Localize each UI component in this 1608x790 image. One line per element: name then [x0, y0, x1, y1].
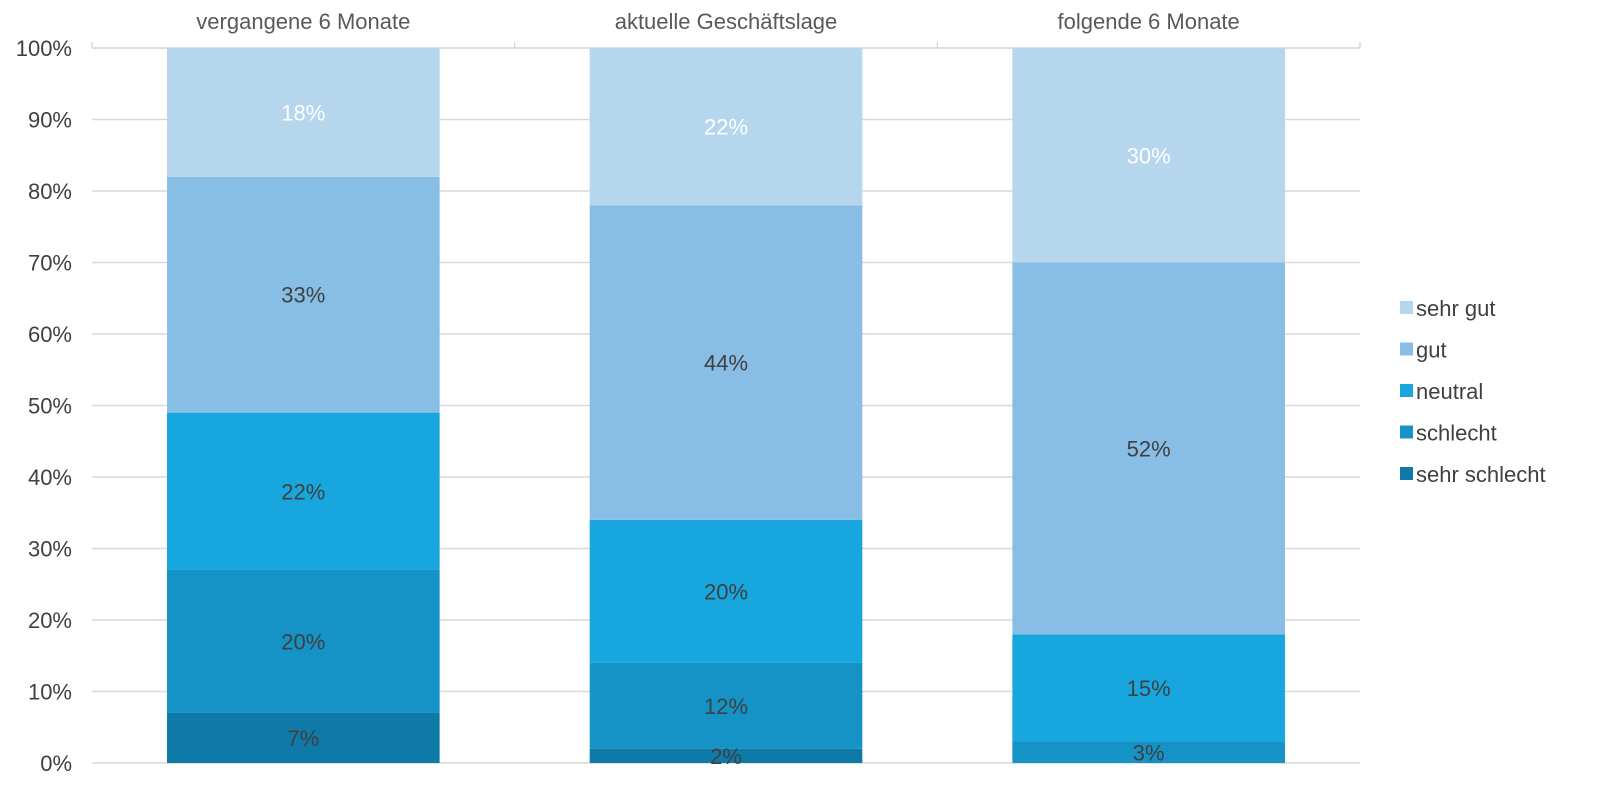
x-axis: vergangene 6 Monate aktuelle Geschäftslag… — [91, 9, 1361, 49]
bar-segment — [167, 176, 440, 413]
x-category-label: folgende 6 Monate — [1058, 9, 1240, 34]
bar-segment — [589, 48, 863, 206]
legend-label: sehr gut — [1416, 296, 1496, 321]
legend-swatch — [1400, 425, 1413, 439]
bar-segment — [1012, 741, 1285, 763]
legend-swatch — [1400, 301, 1413, 314]
y-tick-label: 90% — [28, 108, 72, 133]
bar-segment — [167, 48, 440, 177]
legend-swatch — [1400, 467, 1413, 480]
bar-segment — [589, 748, 863, 763]
data-label: 2% — [710, 744, 742, 769]
legend-label: sehr schlecht — [1416, 462, 1546, 487]
data-label: 20% — [704, 579, 748, 604]
data-label: 44% — [704, 351, 748, 376]
data-label: 15% — [1127, 676, 1171, 701]
y-tick-label: 80% — [28, 179, 72, 204]
data-label: 30% — [1127, 143, 1171, 168]
bar-segment — [589, 519, 863, 663]
data-label: 33% — [281, 283, 325, 308]
y-tick-label: 70% — [28, 251, 72, 276]
data-label: 52% — [1127, 436, 1171, 461]
x-category-label: vergangene 6 Monate — [196, 9, 410, 34]
legend-swatch — [1400, 342, 1413, 356]
y-tick-label: 100% — [16, 36, 72, 61]
data-label: 22% — [704, 115, 748, 140]
bar-segment — [1012, 48, 1285, 263]
bar-segment — [589, 205, 863, 520]
bar-segment — [167, 712, 440, 763]
data-label: 20% — [281, 629, 325, 654]
data-labels: 7% 20% 22% 33% 18% 2% 12% 20% 44% 22% 3% 15% 52% 30% — [281, 100, 1171, 769]
y-tick-label: 10% — [28, 680, 72, 705]
data-label: 7% — [287, 726, 319, 751]
bar-segment — [167, 412, 440, 570]
y-tick-label: 30% — [28, 537, 72, 562]
legend-label: gut — [1416, 338, 1447, 363]
data-label: 18% — [281, 100, 325, 125]
legend-swatch — [1400, 384, 1413, 397]
legend: sehr gut gut neutral schlecht sehr schlecht — [1400, 296, 1546, 487]
legend-label: schlecht — [1416, 421, 1497, 446]
data-label: 3% — [1133, 740, 1165, 765]
data-label: 12% — [704, 694, 748, 719]
y-tick-label: 20% — [28, 608, 72, 633]
bar-segment — [1012, 262, 1285, 635]
y-axis: 0% 10% 20% 30% 40% 50% 60% 70% 80% 90% 100% — [16, 36, 72, 776]
bars — [167, 48, 1285, 763]
y-tick-label: 0% — [40, 751, 72, 776]
bar-segment — [167, 569, 440, 713]
x-category-label: aktuelle Geschäftslage — [615, 9, 838, 34]
bar-segment — [1012, 634, 1285, 742]
y-tick-label: 60% — [28, 322, 72, 347]
y-tick-label: 40% — [28, 465, 72, 490]
data-label: 22% — [281, 479, 325, 504]
y-tick-label: 50% — [28, 394, 72, 419]
bar-segment — [589, 662, 863, 749]
legend-label: neutral — [1416, 379, 1483, 404]
